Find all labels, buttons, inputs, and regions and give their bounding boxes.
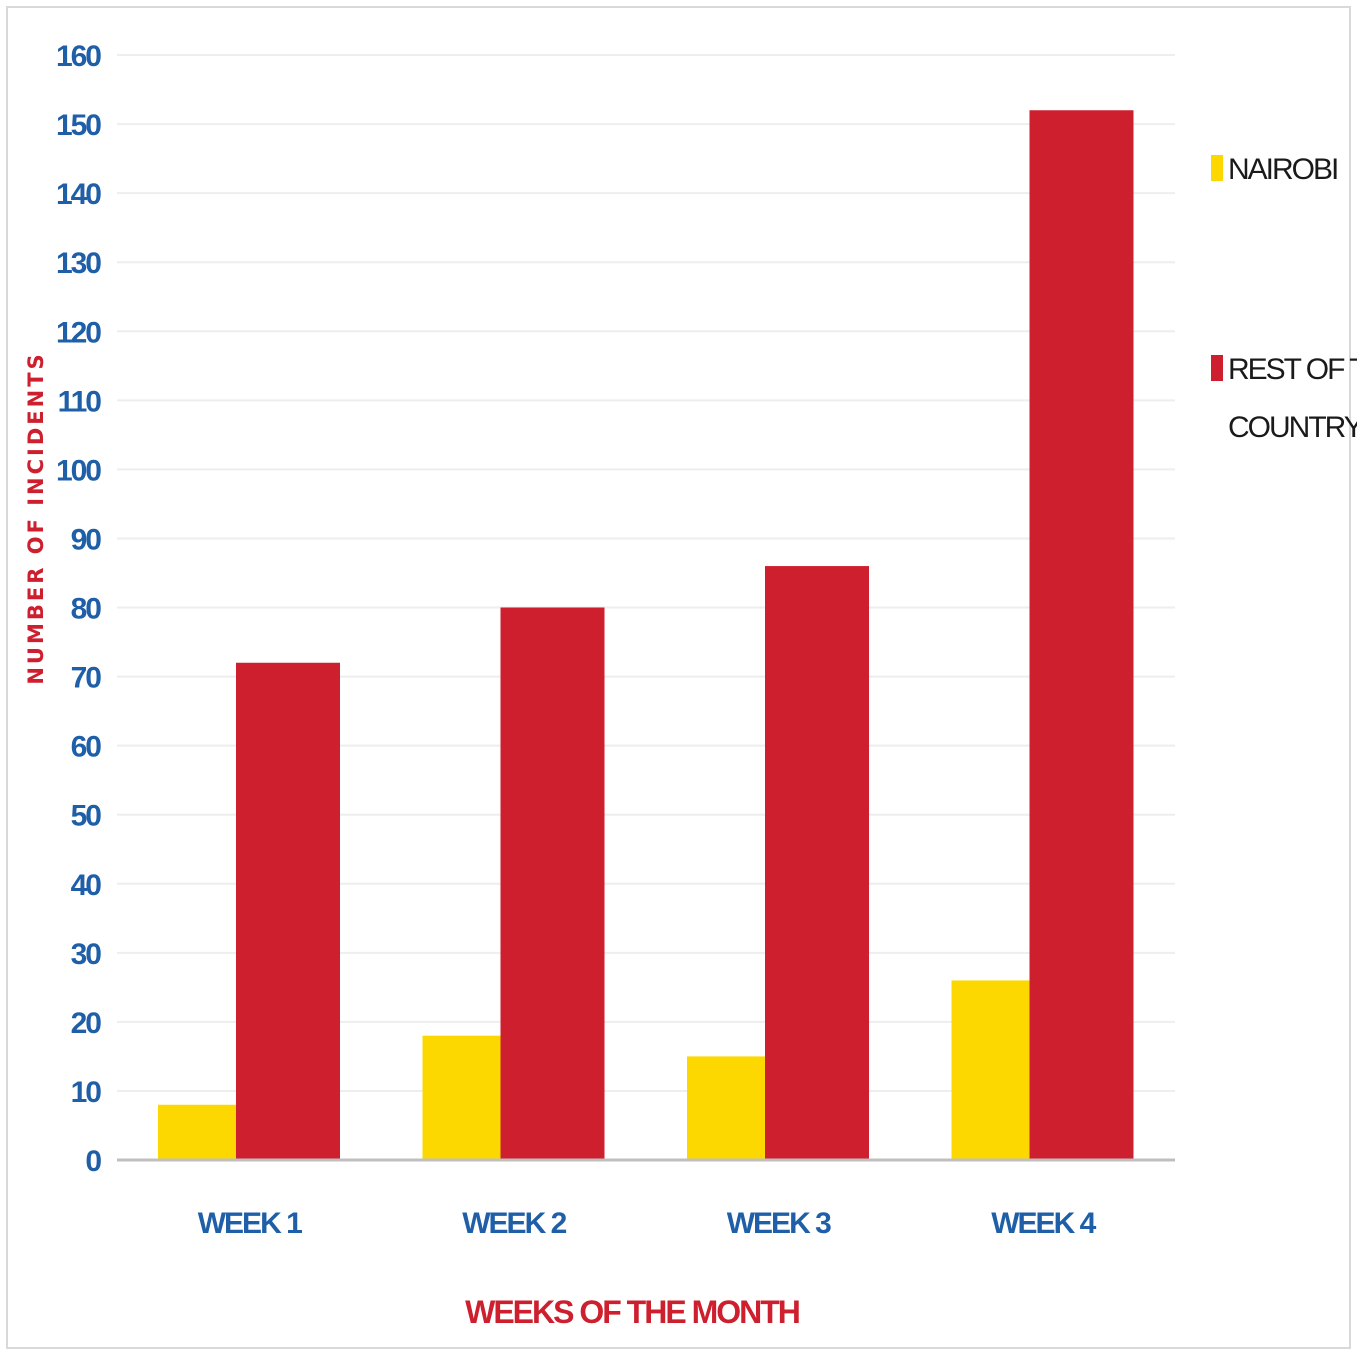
legend-label: REST OF THECOUNTRY [1228,353,1357,444]
y-tick-label: 90 [71,523,102,556]
x-category-label: WEEK 1 [198,1207,302,1240]
legend-swatch [1211,355,1223,381]
y-tick-label: 40 [71,869,102,902]
x-axis-title: WEEKS OF THE MONTH [465,1294,799,1330]
bar-rest-of-the-country-week-4 [1029,110,1134,1160]
y-tick-label: 150 [56,109,101,142]
bar-nairobi-week-4 [951,980,1030,1160]
legend-swatch [1211,155,1223,181]
y-axis-title: NUMBER OF INCIDENTS [24,351,48,684]
y-tick-label: 50 [71,800,102,833]
bar-rest-of-the-country-week-1 [236,662,340,1160]
y-tick-label: 100 [56,454,101,487]
bar-rest-of-the-country-week-2 [500,607,605,1160]
y-tick-label: 70 [71,662,102,695]
bar-nairobi-week-2 [422,1035,501,1160]
bar-rest-of-the-country-week-3 [765,566,869,1160]
y-tick-label: 10 [71,1076,102,1109]
y-tick-label: 130 [56,247,101,280]
bar-nairobi-week-1 [158,1104,236,1160]
legend: NAIROBI REST OF THECOUNTRY [1211,153,1357,444]
y-tick-label: 120 [56,316,101,349]
x-category-label: WEEK 4 [991,1207,1096,1240]
x-category-label: WEEK 2 [462,1207,566,1240]
bars [158,110,1134,1160]
y-tick-label: 60 [71,731,102,764]
y-tick-label: 0 [85,1145,101,1178]
y-tick-label: 80 [71,593,102,626]
x-axis-categories: WEEK 1 WEEK 2 WEEK 3 WEEK 4 [198,1207,1099,1240]
y-tick-label: 20 [71,1007,102,1040]
bar-nairobi-week-3 [687,1056,765,1160]
y-tick-label: 140 [56,178,101,211]
y-tick-label: 110 [58,385,102,418]
legend-label: NAIROBI [1228,153,1337,186]
y-tick-label: 30 [71,938,102,971]
y-tick-label: 160 [56,40,101,73]
x-category-label: WEEK 3 [727,1207,831,1240]
y-axis-ticks: 0 10 20 30 40 50 60 70 80 90 100 110 120 130 140 150 160 [56,40,103,1178]
